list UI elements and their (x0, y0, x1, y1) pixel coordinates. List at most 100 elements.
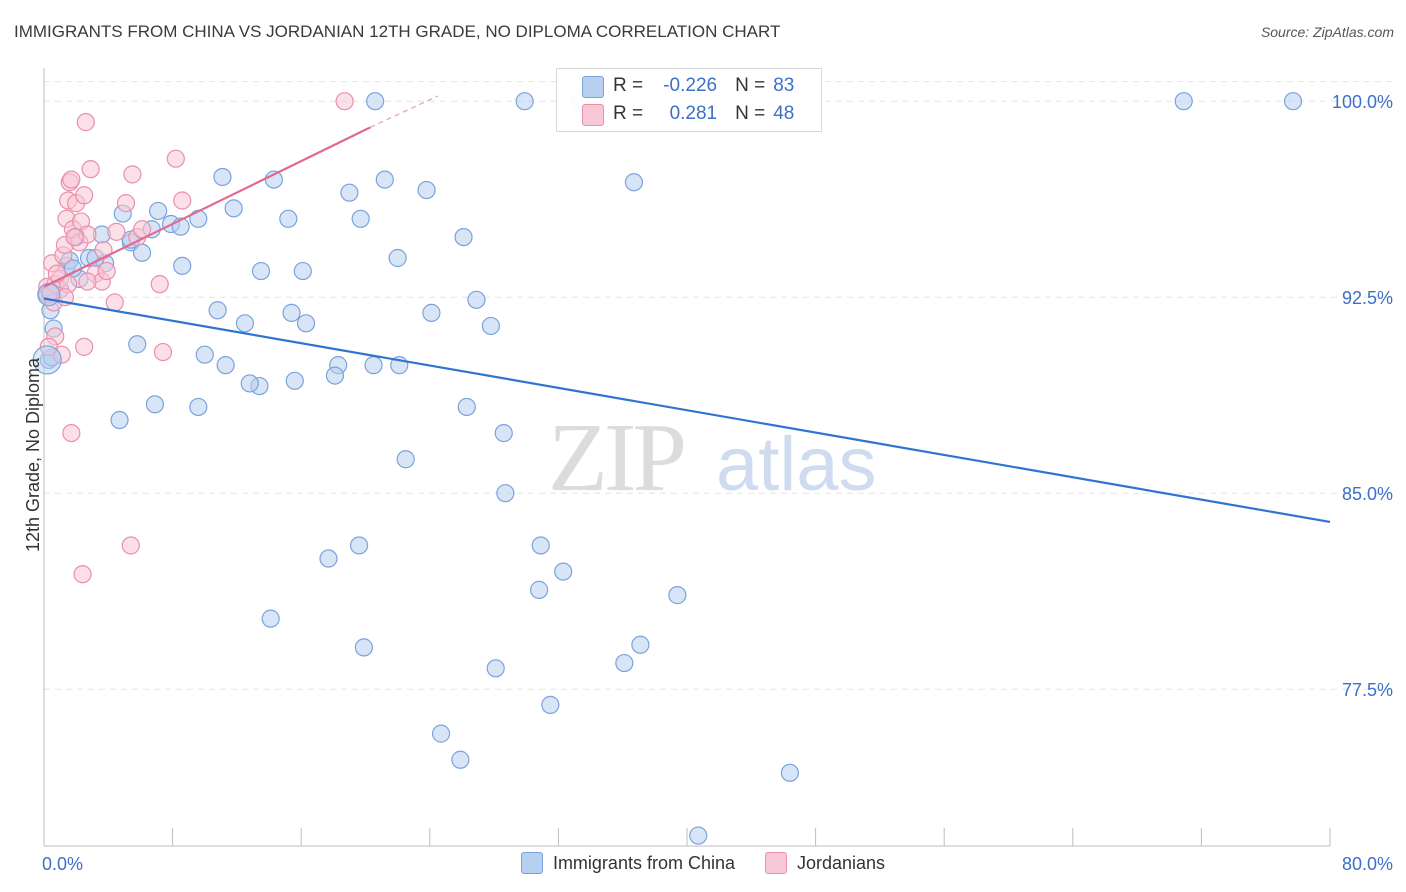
stats-swatch-jordan (582, 104, 604, 126)
point-china (37, 282, 61, 307)
point-china (216, 356, 235, 375)
chart-title: IMMIGRANTS FROM CHINA VS JORDANIAN 12TH … (14, 22, 781, 41)
legend-swatch-china (520, 852, 543, 874)
point-china (364, 356, 383, 375)
point-china (296, 314, 316, 333)
point-china (110, 410, 129, 430)
axis-layer (43, 68, 1331, 847)
point-jordan (116, 194, 136, 213)
point-china (668, 586, 687, 605)
x-tick-label-min: 0.0% (42, 854, 83, 874)
point-china (375, 170, 394, 189)
stats-r-value-china: -0.226 (663, 75, 718, 96)
chart-source: Source: ZipAtlas.com (1260, 24, 1394, 40)
point-china (515, 92, 534, 111)
point-china (396, 450, 415, 469)
point-china (195, 345, 214, 364)
point-china (128, 335, 147, 354)
watermark-atlas: atlas (716, 422, 877, 507)
x-tick-label-max: 80.0% (1342, 854, 1393, 874)
point-china (541, 695, 560, 714)
point-china (261, 609, 280, 628)
point-china (451, 750, 470, 769)
point-china (354, 638, 373, 657)
point-china (32, 345, 62, 375)
point-china (173, 256, 192, 275)
point-china (689, 826, 708, 845)
point-china (251, 261, 271, 281)
point-jordan (75, 186, 94, 205)
point-jordan (121, 536, 140, 555)
point-china (224, 199, 243, 218)
y-axis-title: 12th Grade, No Diploma (23, 357, 43, 552)
stats-r-label: R = (613, 103, 644, 124)
point-china (366, 92, 385, 111)
point-china (531, 536, 550, 555)
point-china (1283, 92, 1303, 111)
y-tick-label: 92.5% (1342, 288, 1393, 308)
point-china (417, 180, 436, 200)
point-jordan (76, 113, 95, 132)
watermark-zip: ZIP (548, 404, 683, 512)
stats-r-label: R = (613, 75, 644, 96)
point-china (208, 301, 227, 320)
point-china (624, 173, 644, 192)
point-china (631, 635, 650, 654)
point-jordan (73, 565, 92, 584)
stats-swatch-china (582, 76, 604, 98)
point-china (486, 659, 505, 678)
stats-n-label: N = (735, 103, 766, 124)
point-jordan (335, 92, 354, 111)
point-jordan (123, 165, 142, 184)
point-jordan (62, 170, 81, 189)
point-china (240, 374, 259, 393)
point-china (780, 763, 799, 782)
point-china (293, 261, 312, 281)
stats-row-jordan: R = 0.281 N = 48 (582, 101, 795, 127)
point-jordan (107, 222, 126, 241)
point-china (431, 724, 451, 743)
point-jordan (97, 261, 116, 281)
bottom-legend: Immigrants from China Jordanians (0, 852, 1406, 874)
stats-n-value-jordan: 48 (773, 103, 795, 124)
point-china (189, 209, 208, 228)
trendline-china (43, 297, 1331, 524)
point-china (189, 397, 208, 417)
point-jordan (173, 191, 192, 210)
y-tick-label: 77.5% (1342, 680, 1393, 700)
legend-item-jordan[interactable]: Jordanians (765, 852, 885, 874)
point-china (285, 371, 304, 390)
point-jordan (78, 272, 97, 291)
point-jordan (65, 227, 84, 247)
point-china (279, 209, 298, 228)
legend-label-china: Immigrants from China (552, 852, 735, 873)
point-china (467, 290, 486, 309)
point-china (481, 316, 500, 336)
stats-legend-box: R = -0.226 N = 83 R = 0.281 N = 48 (556, 68, 822, 132)
point-china (213, 167, 232, 187)
stats-n-value-china: 83 (773, 75, 795, 96)
y-tick-label: 85.0% (1342, 484, 1393, 504)
legend-label-jordan: Jordanians (797, 852, 886, 873)
point-jordan (166, 149, 185, 168)
legend-item-china[interactable]: Immigrants from China (520, 852, 735, 874)
point-china (554, 562, 573, 581)
point-china (496, 484, 515, 503)
trend-layer (43, 95, 1331, 524)
point-china (388, 248, 407, 268)
legend-swatch-jordan (765, 852, 787, 874)
stats-n-label: N = (735, 75, 766, 96)
point-china (149, 201, 168, 221)
trendline-jordan (43, 126, 371, 288)
point-china (145, 395, 165, 414)
point-jordan (62, 423, 81, 443)
point-china (454, 227, 473, 247)
point-china (494, 423, 513, 443)
point-jordan (150, 275, 169, 294)
stats-row-china: R = -0.226 N = 83 (582, 73, 795, 99)
point-china (282, 303, 301, 322)
watermark: ZIP atlas (548, 404, 877, 512)
stats-r-value-jordan: 0.281 (669, 103, 718, 124)
point-china (530, 580, 549, 599)
